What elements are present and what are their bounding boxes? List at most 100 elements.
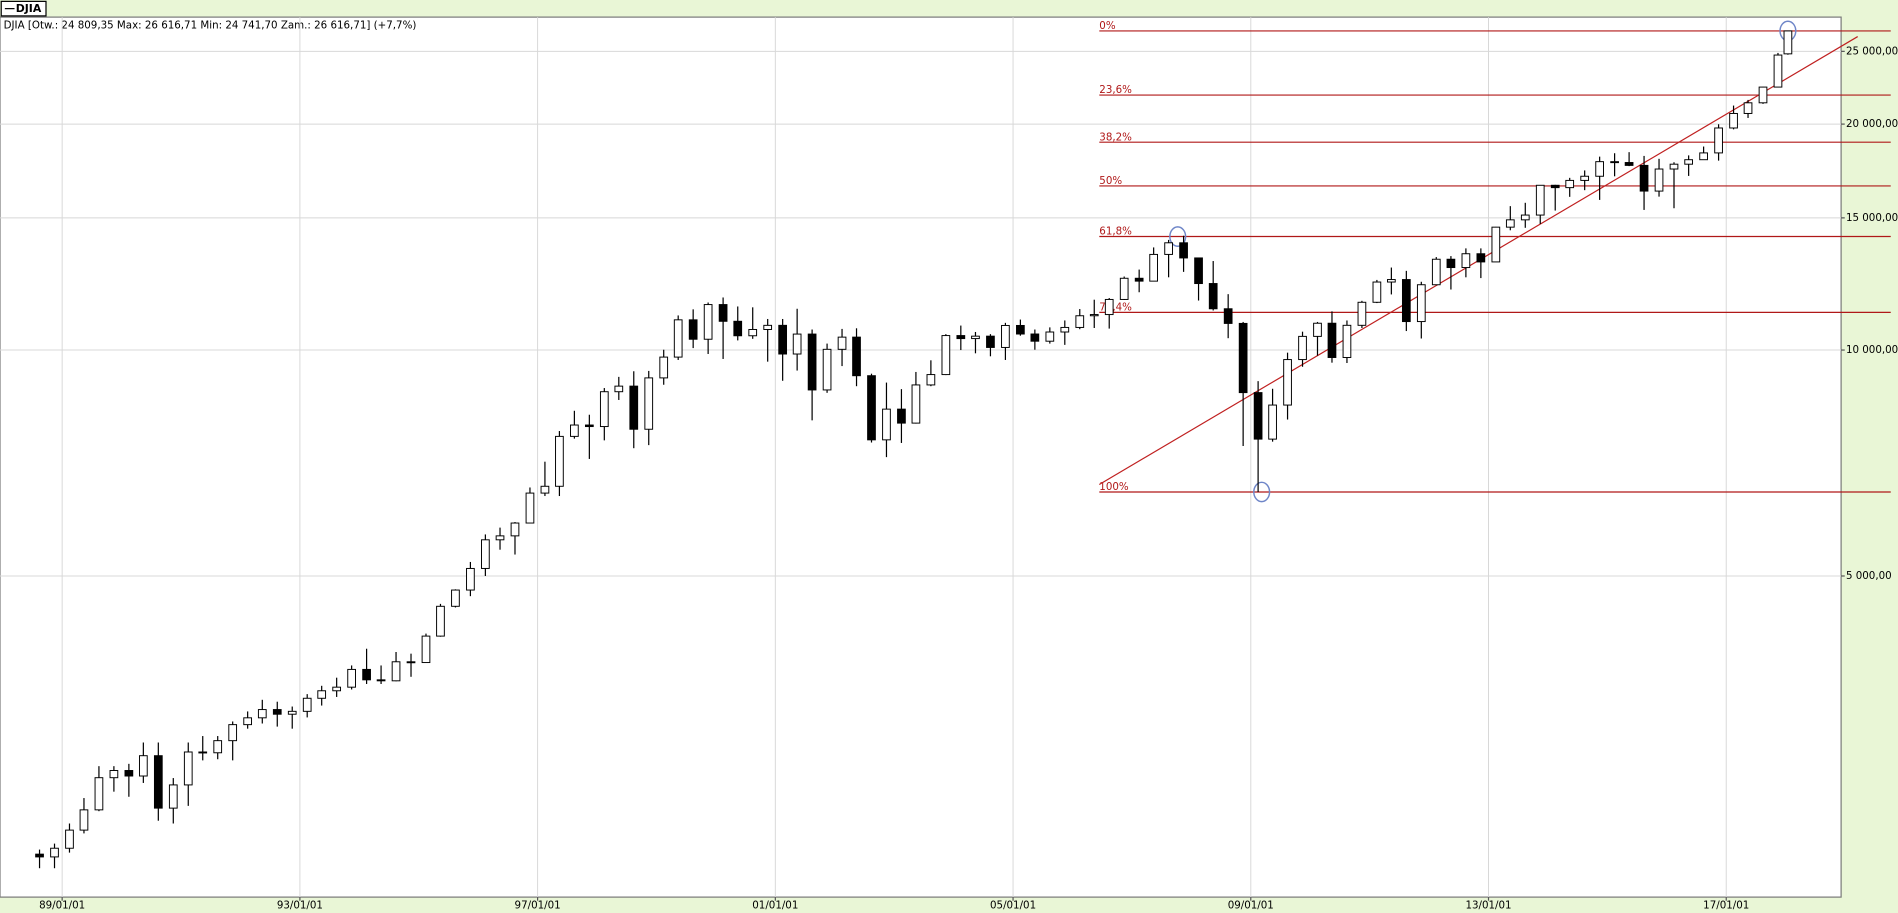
- candle-body: [466, 567, 475, 591]
- candle-body: [1268, 404, 1277, 440]
- candle-body: [971, 335, 980, 340]
- candle-body: [1045, 331, 1055, 342]
- candle-body: [1372, 281, 1382, 303]
- candles: [35, 30, 1793, 869]
- header: DJIA [Otw.: 24 809,35 Max: 26 616,71 Min…: [4, 20, 417, 32]
- candle-body: [1030, 333, 1040, 342]
- candle-body: [1624, 162, 1634, 166]
- candle-body: [688, 319, 698, 340]
- candle-body: [65, 829, 74, 849]
- candle-body: [1610, 161, 1619, 164]
- y-tick-label: 25 000,00: [1846, 45, 1898, 57]
- candle-body: [748, 328, 758, 337]
- x-tick-label: 17/01/01: [1703, 900, 1749, 912]
- candle-body: [213, 740, 223, 754]
- candle-body: [956, 335, 966, 340]
- candle-body: [1327, 322, 1337, 358]
- candle-body: [1595, 161, 1604, 177]
- candle-body: [1773, 54, 1783, 88]
- y-tick-label: 15 000,00: [1846, 212, 1898, 224]
- candle-body: [673, 319, 683, 358]
- marker-circle: [1169, 226, 1187, 247]
- candle-body: [1283, 359, 1292, 406]
- candle-body: [1699, 152, 1708, 161]
- candle-body: [1505, 219, 1515, 228]
- x-tick-label: 09/01/01: [1228, 900, 1274, 912]
- candle-body: [1357, 301, 1367, 326]
- candle-body: [1520, 214, 1530, 221]
- candle-body: [1134, 277, 1144, 282]
- candle-body: [1164, 242, 1173, 255]
- candle-body: [1743, 102, 1753, 114]
- candle-body: [599, 391, 609, 428]
- candle-body: [302, 697, 312, 712]
- candle-body: [941, 335, 951, 376]
- candle-body: [1476, 253, 1486, 263]
- legend-label[interactable]: DJIA: [16, 2, 42, 15]
- candle-body: [510, 522, 520, 537]
- candle-body: [1535, 184, 1545, 216]
- candle-body: [1298, 335, 1307, 361]
- candle-body: [228, 724, 238, 742]
- candle-body: [183, 751, 193, 786]
- candle-body: [584, 424, 594, 428]
- candle-body: [882, 408, 891, 441]
- candle-body: [495, 535, 505, 541]
- candle-body: [79, 809, 89, 831]
- fib-label: 76,4%: [1099, 302, 1132, 314]
- x-tick-label: 05/01/01: [990, 900, 1036, 912]
- candle-body: [822, 348, 832, 391]
- x-tick-label: 01/01/01: [752, 900, 798, 912]
- x-tick-label: 13/01/01: [1465, 900, 1511, 912]
- candle-body: [1401, 279, 1411, 323]
- candle-body: [1580, 175, 1590, 181]
- candle-body: [347, 668, 356, 688]
- candle-body: [911, 384, 921, 424]
- candle-body: [138, 755, 148, 777]
- candle-body: [50, 847, 59, 858]
- x-tick-label: 97/01/01: [515, 900, 561, 912]
- candle-body: [1179, 242, 1188, 259]
- candle-body: [1669, 163, 1679, 170]
- candle-body: [1654, 168, 1664, 192]
- candle-body: [257, 709, 267, 719]
- candle-body: [555, 435, 564, 487]
- y-tick-label: 5 000,00: [1846, 570, 1892, 582]
- fib-label: 38,2%: [1099, 131, 1132, 143]
- candle-body: [317, 690, 327, 699]
- candle-body: [926, 374, 936, 386]
- candle-body: [1714, 127, 1723, 154]
- grid: [0, 17, 1842, 898]
- candle-body: [153, 755, 163, 809]
- candle-body: [718, 304, 728, 322]
- candle-body: [1446, 258, 1456, 269]
- candle-body: [1387, 279, 1396, 283]
- candle-body: [481, 539, 490, 569]
- legend-box[interactable]: [0, 0, 47, 17]
- candle-body: [1491, 226, 1501, 263]
- candle-body: [1016, 324, 1025, 335]
- candle-body: [1194, 257, 1203, 285]
- candle-body: [1149, 253, 1158, 282]
- candle-body: [525, 492, 535, 524]
- candle-body: [362, 668, 371, 681]
- candle-body: [406, 661, 416, 664]
- candle-body: [1461, 253, 1471, 269]
- candle-body: [1001, 324, 1010, 348]
- candle-body: [570, 424, 579, 437]
- candle-body: [763, 324, 773, 330]
- candle-body: [852, 336, 861, 377]
- fib-label: 61,8%: [1099, 226, 1132, 238]
- candle-body: [1758, 86, 1768, 104]
- candle-body: [124, 770, 134, 777]
- candle-body: [1431, 258, 1441, 286]
- candle-body: [644, 377, 654, 430]
- candle-body: [1684, 159, 1694, 165]
- candle-body: [986, 335, 995, 348]
- x-tick-label: 89/01/01: [39, 900, 85, 912]
- candle-body: [1783, 30, 1793, 55]
- axes: 5 000,00 10 000,00 15 000,00 20 000,00 25 00…: [39, 45, 1898, 911]
- candle-body: [897, 408, 906, 424]
- fib-label: 23,6%: [1099, 84, 1132, 96]
- candle-body: [451, 589, 460, 607]
